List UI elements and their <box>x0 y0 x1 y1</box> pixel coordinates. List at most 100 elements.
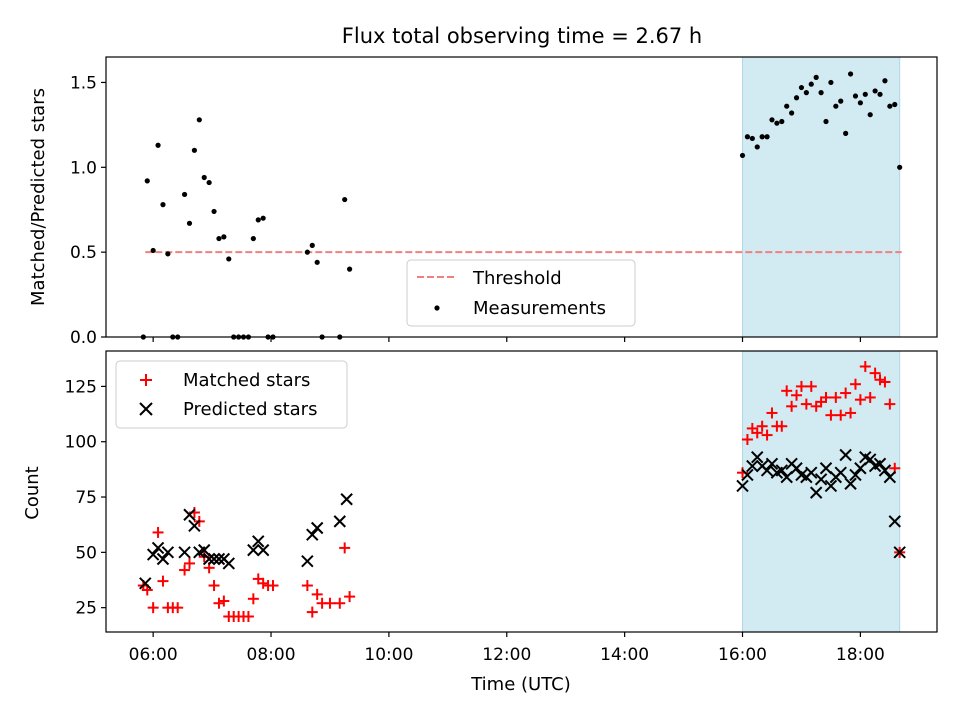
measurement-point <box>818 90 824 96</box>
predicted-star-point <box>824 479 838 493</box>
measurement-point <box>744 134 751 140</box>
measurement-point <box>206 179 212 186</box>
matched-star-point <box>324 597 336 609</box>
predicted-star-point <box>156 552 170 566</box>
bottom-yticks: 25 50 75 100 125 <box>65 377 106 619</box>
measurement-point <box>165 251 171 257</box>
measurement-point <box>823 118 829 125</box>
predicted-star-point <box>760 464 774 477</box>
predicted-star-point <box>849 468 862 482</box>
predicted-star-point <box>805 466 818 479</box>
matched-legend-swatch <box>140 374 152 386</box>
measurement-point <box>882 78 888 84</box>
measurement-point <box>852 93 859 99</box>
measurement-point <box>784 103 790 109</box>
y-tick-label: 125 <box>65 377 97 397</box>
bottom-xticks: 06:00 08:00 10:00 12:00 14:00 16:00 18:00 <box>129 632 885 665</box>
measurement-point <box>754 144 760 150</box>
measurement-point <box>813 74 819 80</box>
measurement-point <box>857 100 863 106</box>
measurement-point <box>347 266 353 272</box>
measurement-point <box>808 81 814 87</box>
measurement-point <box>847 71 854 77</box>
measurement-point <box>211 208 217 215</box>
bottom-panel: 25 50 75 100 125 06:00 08:00 10:00 12:00 14:00 16… <box>22 350 938 695</box>
top-shaded-region <box>742 56 901 338</box>
matched-star-point <box>849 378 861 390</box>
measurement-point <box>872 88 878 94</box>
measurement-point <box>160 202 166 208</box>
matched-star-point <box>172 602 184 614</box>
predicted-star-point <box>222 557 235 570</box>
measurements-legend-label: Measurements <box>473 298 606 319</box>
matched-star-point <box>208 580 220 592</box>
matched-star-point <box>805 380 817 392</box>
bottom-shaded-region <box>742 350 901 633</box>
matched-star-point <box>835 409 847 421</box>
matched-star-point <box>152 526 164 538</box>
predicted-star-point <box>878 464 892 477</box>
matched-star-point <box>781 385 793 397</box>
matched-star-point <box>751 427 763 439</box>
predicted-star-point <box>751 450 764 464</box>
predicted-star-point <box>741 468 754 482</box>
matched-star-point <box>147 602 159 614</box>
matched-star-point <box>213 597 225 609</box>
measurement-point <box>789 110 795 116</box>
predicted-star-point <box>310 521 324 535</box>
measurement-point <box>803 90 809 96</box>
y-tick-label: 100 <box>65 433 97 453</box>
measurement-point <box>877 91 883 97</box>
measurement-point <box>759 134 765 140</box>
matched-star-point <box>820 391 832 403</box>
predicted-star-point <box>883 470 897 484</box>
y-tick-label: 1.5 <box>70 73 97 93</box>
matched-star-point <box>884 398 896 410</box>
predicted-star-point <box>247 543 260 557</box>
matched-star-point <box>257 577 269 589</box>
top-axes-frame <box>105 56 938 338</box>
matched-star-point <box>840 387 852 399</box>
matched-star-point <box>157 575 169 587</box>
predicted-star-point <box>844 477 857 490</box>
y-tick-label: 1.0 <box>70 158 97 178</box>
matched-star-point <box>344 591 356 603</box>
x-tick-label: 12:00 <box>482 645 531 665</box>
measurement-point <box>867 112 873 118</box>
predicted-star-point <box>198 543 211 557</box>
matched-star-point <box>854 394 866 406</box>
measurement-point <box>150 247 156 254</box>
x-tick-label: 08:00 <box>247 645 296 665</box>
x-tick-label: 06:00 <box>129 645 178 665</box>
bottom-axes-frame <box>105 350 938 633</box>
matched-star-point <box>247 593 259 605</box>
predicted-star-point <box>765 457 779 471</box>
predicted-star-point <box>736 479 749 493</box>
observing-window-band <box>742 350 901 633</box>
matched-star-point <box>879 376 891 388</box>
predicted-star-point <box>202 552 216 566</box>
top-y-axis-label: Matched/Predicted stars <box>28 88 49 306</box>
matched-star-point <box>334 597 346 609</box>
predicted-star-point <box>306 528 319 541</box>
measurement-point <box>833 103 839 109</box>
measurement-point <box>739 152 746 159</box>
measurement-point <box>196 117 202 123</box>
measurement-point <box>764 134 770 140</box>
predicted-star-point <box>161 546 175 559</box>
matched-star-point <box>795 380 807 392</box>
matched-star-point <box>800 398 812 410</box>
predicted-legend-label: Predicted stars <box>183 399 317 420</box>
bottom-legend: Matched stars Predicted stars <box>115 360 348 429</box>
measurement-point <box>314 259 320 265</box>
measurement-point <box>250 235 256 242</box>
predicted-star-point <box>139 577 152 590</box>
matched-star-point <box>869 367 881 379</box>
matched-star-point <box>301 580 313 592</box>
matched-star-point <box>786 400 798 412</box>
predicted-star-point <box>333 515 346 528</box>
matched-star-point <box>830 391 842 403</box>
predicted-legend-swatch <box>139 402 153 416</box>
x-tick-label: 16:00 <box>718 645 767 665</box>
